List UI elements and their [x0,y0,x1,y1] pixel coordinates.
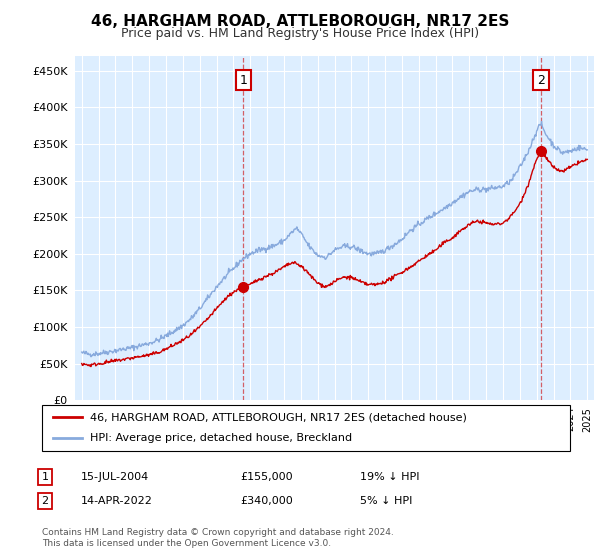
Text: £155,000: £155,000 [240,472,293,482]
Text: 19% ↓ HPI: 19% ↓ HPI [360,472,419,482]
Text: HPI: Average price, detached house, Breckland: HPI: Average price, detached house, Brec… [89,433,352,444]
Text: Contains HM Land Registry data © Crown copyright and database right 2024.
This d: Contains HM Land Registry data © Crown c… [42,528,394,548]
Text: 1: 1 [41,472,49,482]
Text: 15-JUL-2004: 15-JUL-2004 [81,472,149,482]
Text: £340,000: £340,000 [240,496,293,506]
Text: Price paid vs. HM Land Registry's House Price Index (HPI): Price paid vs. HM Land Registry's House … [121,27,479,40]
Text: 1: 1 [239,73,247,87]
Text: 46, HARGHAM ROAD, ATTLEBOROUGH, NR17 2ES (detached house): 46, HARGHAM ROAD, ATTLEBOROUGH, NR17 2ES… [89,412,466,422]
Text: 46, HARGHAM ROAD, ATTLEBOROUGH, NR17 2ES: 46, HARGHAM ROAD, ATTLEBOROUGH, NR17 2ES [91,14,509,29]
Text: 2: 2 [537,73,545,87]
Text: 5% ↓ HPI: 5% ↓ HPI [360,496,412,506]
Text: 2: 2 [41,496,49,506]
Text: 14-APR-2022: 14-APR-2022 [81,496,153,506]
